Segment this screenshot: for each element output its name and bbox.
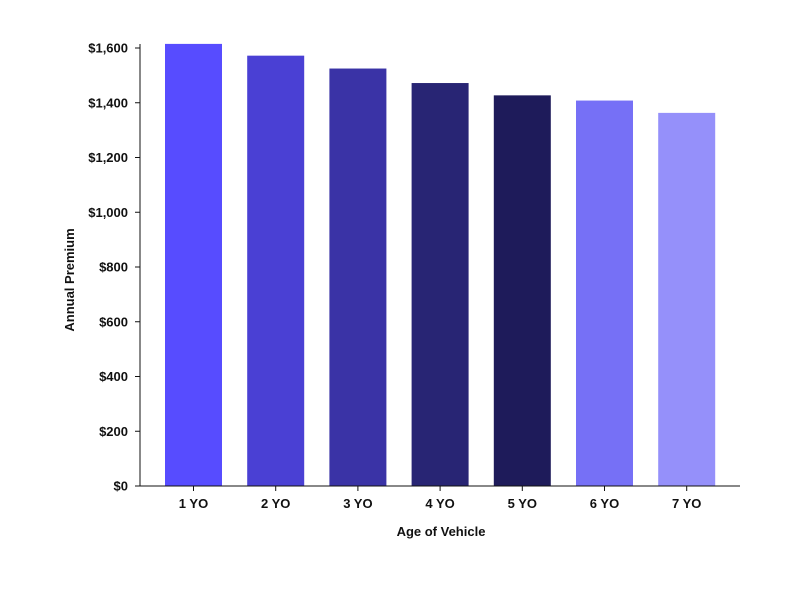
y-tick-label: $400 [99, 369, 128, 384]
x-tick-label: 7 YO [672, 496, 701, 511]
y-tick-label: $800 [99, 260, 128, 275]
bar-2-yo [247, 55, 305, 486]
y-tick-label: $1,400 [88, 95, 128, 110]
y-tick-label: $1,000 [88, 205, 128, 220]
x-tick-label: 5 YO [508, 496, 537, 511]
x-tick-label: 1 YO [179, 496, 208, 511]
x-tick-label: 2 YO [261, 496, 290, 511]
bar-6-yo [576, 100, 633, 486]
bar-5-yo [493, 95, 551, 486]
bar-3-yo [329, 68, 387, 486]
y-tick-label: $600 [99, 314, 128, 329]
x-tick-label: 4 YO [425, 496, 454, 511]
y-tick-label: $1,200 [88, 150, 128, 165]
x-axis-title: Age of Vehicle [397, 524, 486, 539]
x-tick-label: 3 YO [343, 496, 372, 511]
bar-1-yo [165, 43, 222, 487]
bar-7-yo [658, 112, 716, 486]
y-tick-label: $0 [114, 479, 128, 494]
x-tick-label: 6 YO [590, 496, 619, 511]
x-axis-ticks: 1 YO 2 YO 3 YO 4 YO 5 YO 6 YO 7 YO [179, 486, 701, 511]
y-tick-label: $200 [99, 424, 128, 439]
y-axis-title: Annual Premium [62, 228, 77, 331]
y-tick-label: $1,600 [88, 41, 128, 56]
bars-group [165, 43, 716, 487]
y-axis-ticks: $0 $200 $400 $600 $800 $1,000 $1,200 $1,400 $1,6… [88, 41, 140, 494]
bar-4-yo [411, 83, 469, 486]
